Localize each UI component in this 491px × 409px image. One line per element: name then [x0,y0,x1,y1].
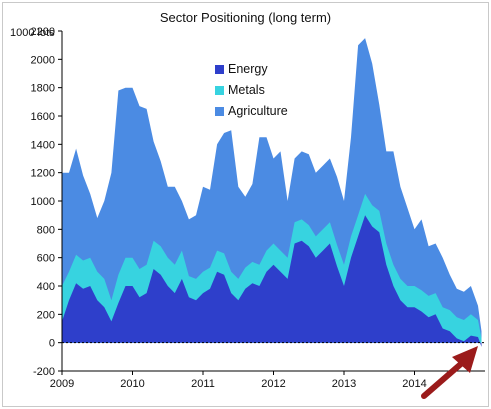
chart-title: Sector Positioning (long term) [159,10,332,25]
legend-label: Energy [228,62,268,76]
y-tick-label: 1000 [31,196,55,208]
x-tick-label: 2009 [50,378,74,390]
annotation-arrow-head [452,346,478,373]
y-tick-label: 1200 [31,168,55,180]
legend: Energy Metals Agriculture [215,59,288,122]
legend-item-metals: Metals [215,80,288,101]
y-tick-label: 1600 [31,111,55,123]
x-tick-label: 2012 [261,378,285,390]
y-tick-label: 600 [37,253,55,265]
legend-label: Agriculture [228,104,288,118]
y-tick-label: 2000 [31,54,55,66]
legend-swatch [215,86,224,95]
legend-item-energy: Energy [215,59,288,80]
y-axis-label: 1000 lots [10,27,55,39]
x-tick-label: 2011 [191,378,215,390]
annotation-arrow-shaft [421,360,465,399]
legend-label: Metals [228,83,265,97]
legend-item-agriculture: Agriculture [215,101,288,122]
y-tick-label: 200 [37,309,55,321]
y-tick-label: 1400 [31,139,55,151]
x-tick-label: 2013 [332,378,356,390]
y-tick-label: 0 [49,338,55,350]
y-tick-label: 800 [37,224,55,236]
x-tick-label: 2014 [402,378,426,390]
y-tick-label: -200 [33,366,55,378]
x-tick-label: 2010 [120,378,144,390]
y-tick-label: 2200 [31,26,55,38]
legend-swatch [215,107,224,116]
y-tick-label: 1800 [31,83,55,95]
legend-swatch [215,65,224,74]
y-tick-label: 400 [37,281,55,293]
area-energy [62,215,482,347]
